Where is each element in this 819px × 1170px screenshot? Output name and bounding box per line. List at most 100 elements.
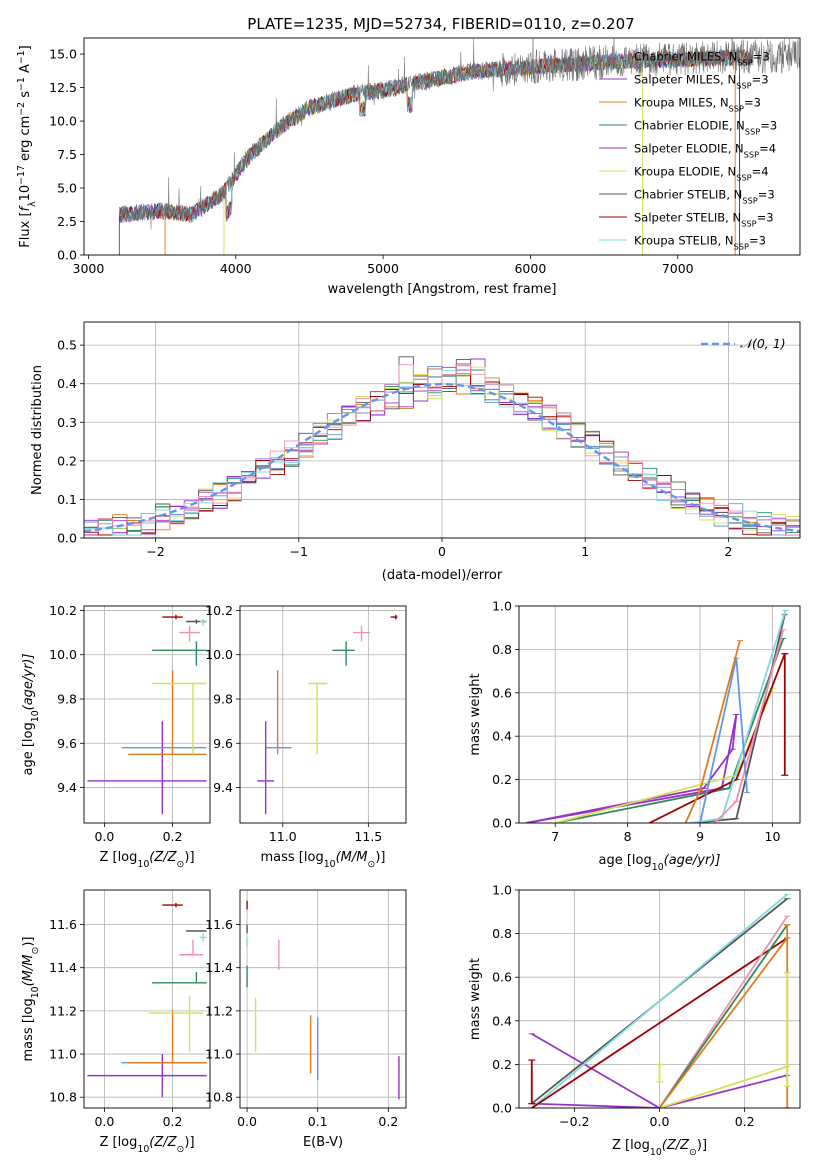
y-axis-label: mass [log10(M/M⊙)] (21, 937, 41, 1062)
x-tick-label: 11.0 (269, 829, 297, 844)
weight-line (526, 714, 738, 823)
age_vs_Z-axes: 0.0 0.2 9.4 9.6 9.8 10.0 10.2 Z [log10(Z/Z⊙)] ag… (21, 603, 211, 870)
y-tick-label: 5.0 (57, 181, 77, 196)
x-tick-label: 0.1 (308, 1114, 328, 1129)
x-tick-label: 0.2 (163, 1114, 183, 1129)
axes-frame (83, 605, 211, 824)
y-tick-label: 9.8 (213, 692, 233, 707)
y-tick-label: 11.0 (49, 1047, 77, 1062)
legend-entry: Kroupa STELIB, NSSP=3 (634, 234, 766, 252)
y-tick-label: 11.4 (49, 960, 77, 975)
weight-line (658, 937, 788, 1108)
plot-area (84, 356, 800, 536)
y-axis-label: Normed distribution (30, 365, 45, 495)
weight-line (699, 657, 748, 823)
y-tick-label: 0.0 (57, 248, 77, 263)
y-tick-label: 10.2 (49, 603, 77, 618)
y-axis-label: mass weight (468, 958, 483, 1040)
y-tick-label: 10.0 (49, 647, 77, 662)
y-tick-label: 0.0 (492, 816, 512, 831)
weight-line (526, 714, 738, 823)
y-tick-label: 10.8 (205, 1090, 233, 1105)
y-tick-label: 10.0 (205, 647, 233, 662)
legend-entry: Salpeter STELIB, NSSP=3 (634, 211, 774, 229)
y-tick-label: 9.6 (57, 736, 77, 751)
x-axis-label: age [log10(age/yr)] (599, 853, 721, 873)
y-tick-label: 11.2 (49, 1003, 77, 1018)
y-axis-label: Flux [fλ10−17 erg cm−2 s−1 A−1] (16, 45, 38, 247)
y-tick-label: 10.2 (205, 603, 233, 618)
y-tick-label: 0.2 (492, 1057, 512, 1072)
x-tick-label: 8 (624, 829, 632, 844)
plot-area (523, 609, 789, 823)
y-axis-label: age [log10(age/yr)] (21, 654, 41, 776)
y-tick-label: 0.4 (57, 376, 77, 391)
x-axis-label: Z [log10(Z/Z⊙)] (612, 1138, 707, 1158)
y-tick-label: 1.0 (492, 599, 512, 614)
y-tick-label: 15.0 (49, 47, 77, 62)
y-tick-label: 0.1 (57, 492, 77, 507)
y-tick-label: 0.4 (492, 1013, 512, 1028)
normal-curve (84, 382, 800, 533)
y-tick-label: 9.6 (213, 736, 233, 751)
x-tick-label: 4000 (220, 261, 252, 276)
plot-area (87, 614, 207, 815)
axes-frame (239, 889, 407, 1109)
y-tick-label: 0.2 (57, 453, 77, 468)
y-tick-label: 11.4 (205, 960, 233, 975)
x-tick-label: 0.0 (650, 1114, 670, 1129)
axes-frame (83, 889, 211, 1109)
figure-title: PLATE=1235, MJD=52734, FIBERID=0110, z=0… (247, 15, 634, 33)
x-tick-label: −0.2 (559, 1114, 589, 1129)
y-tick-label: 0.8 (492, 642, 512, 657)
weight-line (713, 629, 785, 823)
legend-entry: Salpeter MILES, NSSP=3 (634, 73, 769, 91)
legend-entry: Kroupa MILES, NSSP=3 (634, 96, 761, 114)
y-tick-label: 11.6 (49, 917, 77, 932)
x-tick-label: 0.2 (163, 829, 183, 844)
x-tick-label: 11.5 (354, 829, 382, 844)
legend-entry: Chabrier MILES, NSSP=3 (634, 50, 770, 68)
x-tick-label: 0.2 (735, 1114, 755, 1129)
y-tick-label: 9.4 (57, 780, 77, 795)
x-tick-label: 1 (581, 544, 589, 559)
y-tick-label: 0.0 (57, 531, 77, 546)
x-tick-label: 7000 (662, 261, 694, 276)
x-axis-label: Z [log10(Z/Z⊙)] (99, 850, 194, 870)
y-tick-label: 0.5 (57, 338, 77, 353)
x-tick-label: 9 (696, 829, 704, 844)
weight-line (659, 1065, 788, 1108)
plot-area (246, 900, 400, 1100)
plot-area (528, 893, 791, 1108)
x-axis-label: wavelength [Angstrom, rest frame] (328, 282, 557, 297)
y-axis-label: mass weight (468, 673, 483, 755)
y-tick-label: 2.5 (57, 214, 77, 229)
y-tick-label: 0.6 (492, 685, 512, 700)
weight-line (531, 937, 788, 1108)
y-tick-label: 1.0 (492, 883, 512, 898)
x-tick-label: −1 (290, 544, 308, 559)
y-tick-label: 11.6 (205, 917, 233, 932)
x-axis-label: mass [log10(M/M⊙)] (261, 850, 386, 870)
y-tick-label: 0.4 (492, 729, 512, 744)
y-tick-label: 0.0 (492, 1101, 512, 1116)
y-tick-label: 0.8 (492, 926, 512, 941)
x-tick-label: 0 (438, 544, 446, 559)
residual-histogram (84, 363, 800, 536)
y-tick-label: 10.0 (49, 114, 77, 129)
mass_vs_Z-axes: 0.0 0.2 10.8 11.0 11.2 11.4 11.6 Z [log10(Z/Z⊙)… (21, 889, 211, 1155)
y-tick-label: 11.0 (205, 1047, 233, 1062)
legend-entry: Chabrier STELIB, NSSP=3 (634, 188, 775, 206)
y-tick-label: 11.2 (205, 1003, 233, 1018)
x-axis-label: Z [log10(Z/Z⊙)] (99, 1135, 194, 1155)
weight_vs_age-axes: 7 8 9 10 0.0 0.2 0.4 0.6 0.8 1.0 age [log10(age/yr… (468, 599, 801, 873)
y-tick-label: 10.8 (49, 1090, 77, 1105)
axes-frame (83, 37, 801, 256)
mass_vs_ebv-axes: 0.0 0.1 0.2 10.8 11.0 11.2 11.4 11.6 E(B-V) (205, 889, 407, 1150)
weight-line (658, 924, 788, 1108)
weight_vs_Z-axes: −0.2 0.0 0.2 0.0 0.2 0.4 0.6 0.8 1.0 Z [log10(Z/Z… (468, 883, 801, 1158)
x-tick-label: 6000 (514, 261, 546, 276)
x-axis-label: (data-model)/error (382, 568, 503, 583)
weight-line (531, 1102, 660, 1108)
